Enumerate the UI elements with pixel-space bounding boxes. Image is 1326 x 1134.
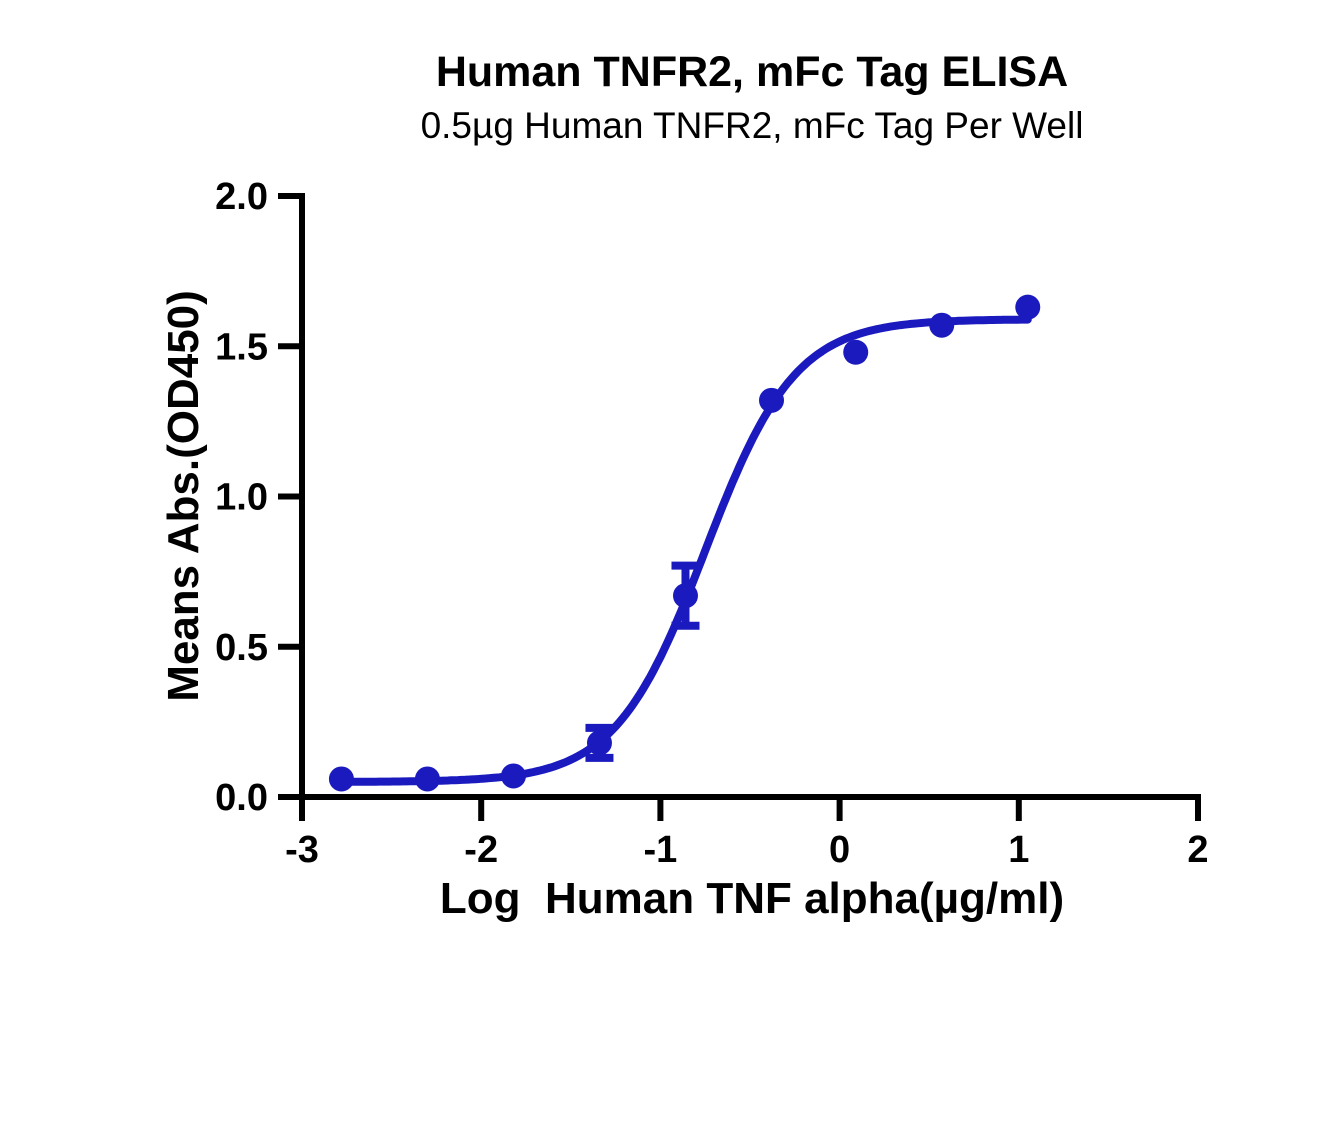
data-point xyxy=(672,583,698,609)
data-point xyxy=(1015,294,1041,320)
data-point xyxy=(586,730,612,756)
data-point xyxy=(328,766,354,792)
x-tick-label: 0 xyxy=(829,829,850,871)
data-point xyxy=(500,763,526,789)
x-tick-label: -1 xyxy=(644,829,678,871)
fit-curve xyxy=(337,315,1032,786)
data-point xyxy=(759,387,785,413)
x-tick-label: -2 xyxy=(464,829,498,871)
y-tick-label: 1.0 xyxy=(215,477,268,519)
data-point xyxy=(843,339,869,365)
x-tick-label: -3 xyxy=(285,829,319,871)
x-tick-label: 2 xyxy=(1187,829,1208,871)
data-point xyxy=(414,766,440,792)
chart-title: Human TNFR2, mFc Tag ELISA xyxy=(436,48,1068,96)
x-axis-title: Log Human TNF alpha(µg/ml) xyxy=(440,874,1064,923)
y-tick-label: 2.0 xyxy=(215,176,268,218)
y-tick-label: 0.0 xyxy=(215,777,268,819)
x-tick-label: 1 xyxy=(1008,829,1029,871)
y-axis-title: Means Abs.(OD450) xyxy=(159,290,208,702)
y-tick-label: 1.5 xyxy=(215,326,268,368)
data-point xyxy=(929,312,955,338)
plot-area: -3 -2 -1 0 1 2 0.0 0.5 1.0 1.5 2.0 xyxy=(215,176,1208,871)
y-tick-label: 0.5 xyxy=(215,627,268,669)
chart-subtitle: 0.5µg Human TNFR2, mFc Tag Per Well xyxy=(421,105,1084,146)
